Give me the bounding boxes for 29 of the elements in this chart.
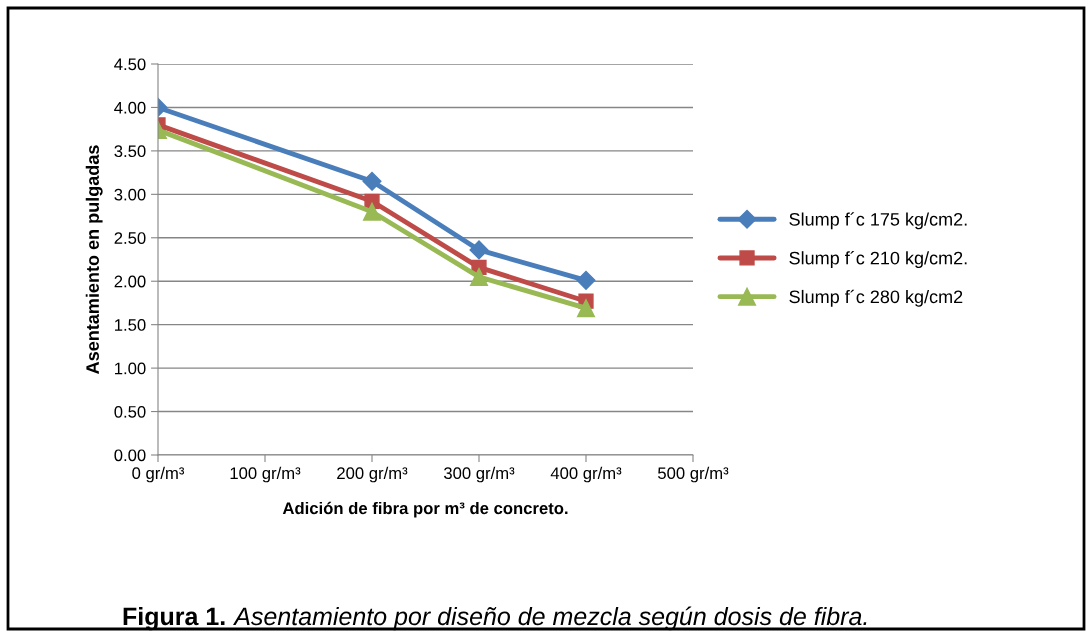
y-tick-label: 0.00 [114, 449, 146, 462]
y-tick-label: 4.50 [114, 58, 146, 71]
x-tick-label: 100 gr/m³ [230, 466, 301, 483]
y-tick-label: 1.00 [115, 362, 146, 375]
x-tick-label: 500 gr/m³ [658, 466, 729, 483]
x-tick-label: 0 gr/m³ [132, 466, 185, 483]
point [576, 270, 596, 290]
point [469, 240, 489, 260]
legend-label: Slump f´c 210 kg/cm2. [789, 250, 967, 269]
point [469, 267, 489, 286]
text: Asentamiento por diseño de mezcla según dosis de fibra. [233, 606, 867, 631]
y-tick-label: 1.50 [115, 319, 146, 331]
x-tick-label: 200 gr/m³ [337, 466, 408, 483]
legend-label: Slump f´c 280 kg/cm2 [789, 289, 963, 307]
text: Figura 1. [123, 606, 225, 631]
x-tick-label: 400 gr/m³ [550, 466, 622, 483]
legend-label: Slump f´c 175 kg/cm2. [789, 212, 967, 230]
y-tick-label: 2.50 [114, 232, 146, 244]
point [576, 299, 596, 318]
point [362, 202, 382, 221]
y-axis-title: Asentamiento en pulgadas [85, 145, 103, 374]
y-tick-label: 0.50 [114, 405, 146, 418]
y-tick-label: 3.50 [114, 145, 146, 158]
y-tick-label: 3.00 [114, 188, 146, 201]
x-axis-title: Adición de fibra por m³ de concreto. [282, 501, 568, 518]
x-tick-label: 300 gr/m³ [443, 466, 515, 483]
y-tick-label: 2.00 [114, 275, 146, 288]
point [362, 171, 382, 191]
y-tick-label: 4.00 [114, 101, 146, 114]
